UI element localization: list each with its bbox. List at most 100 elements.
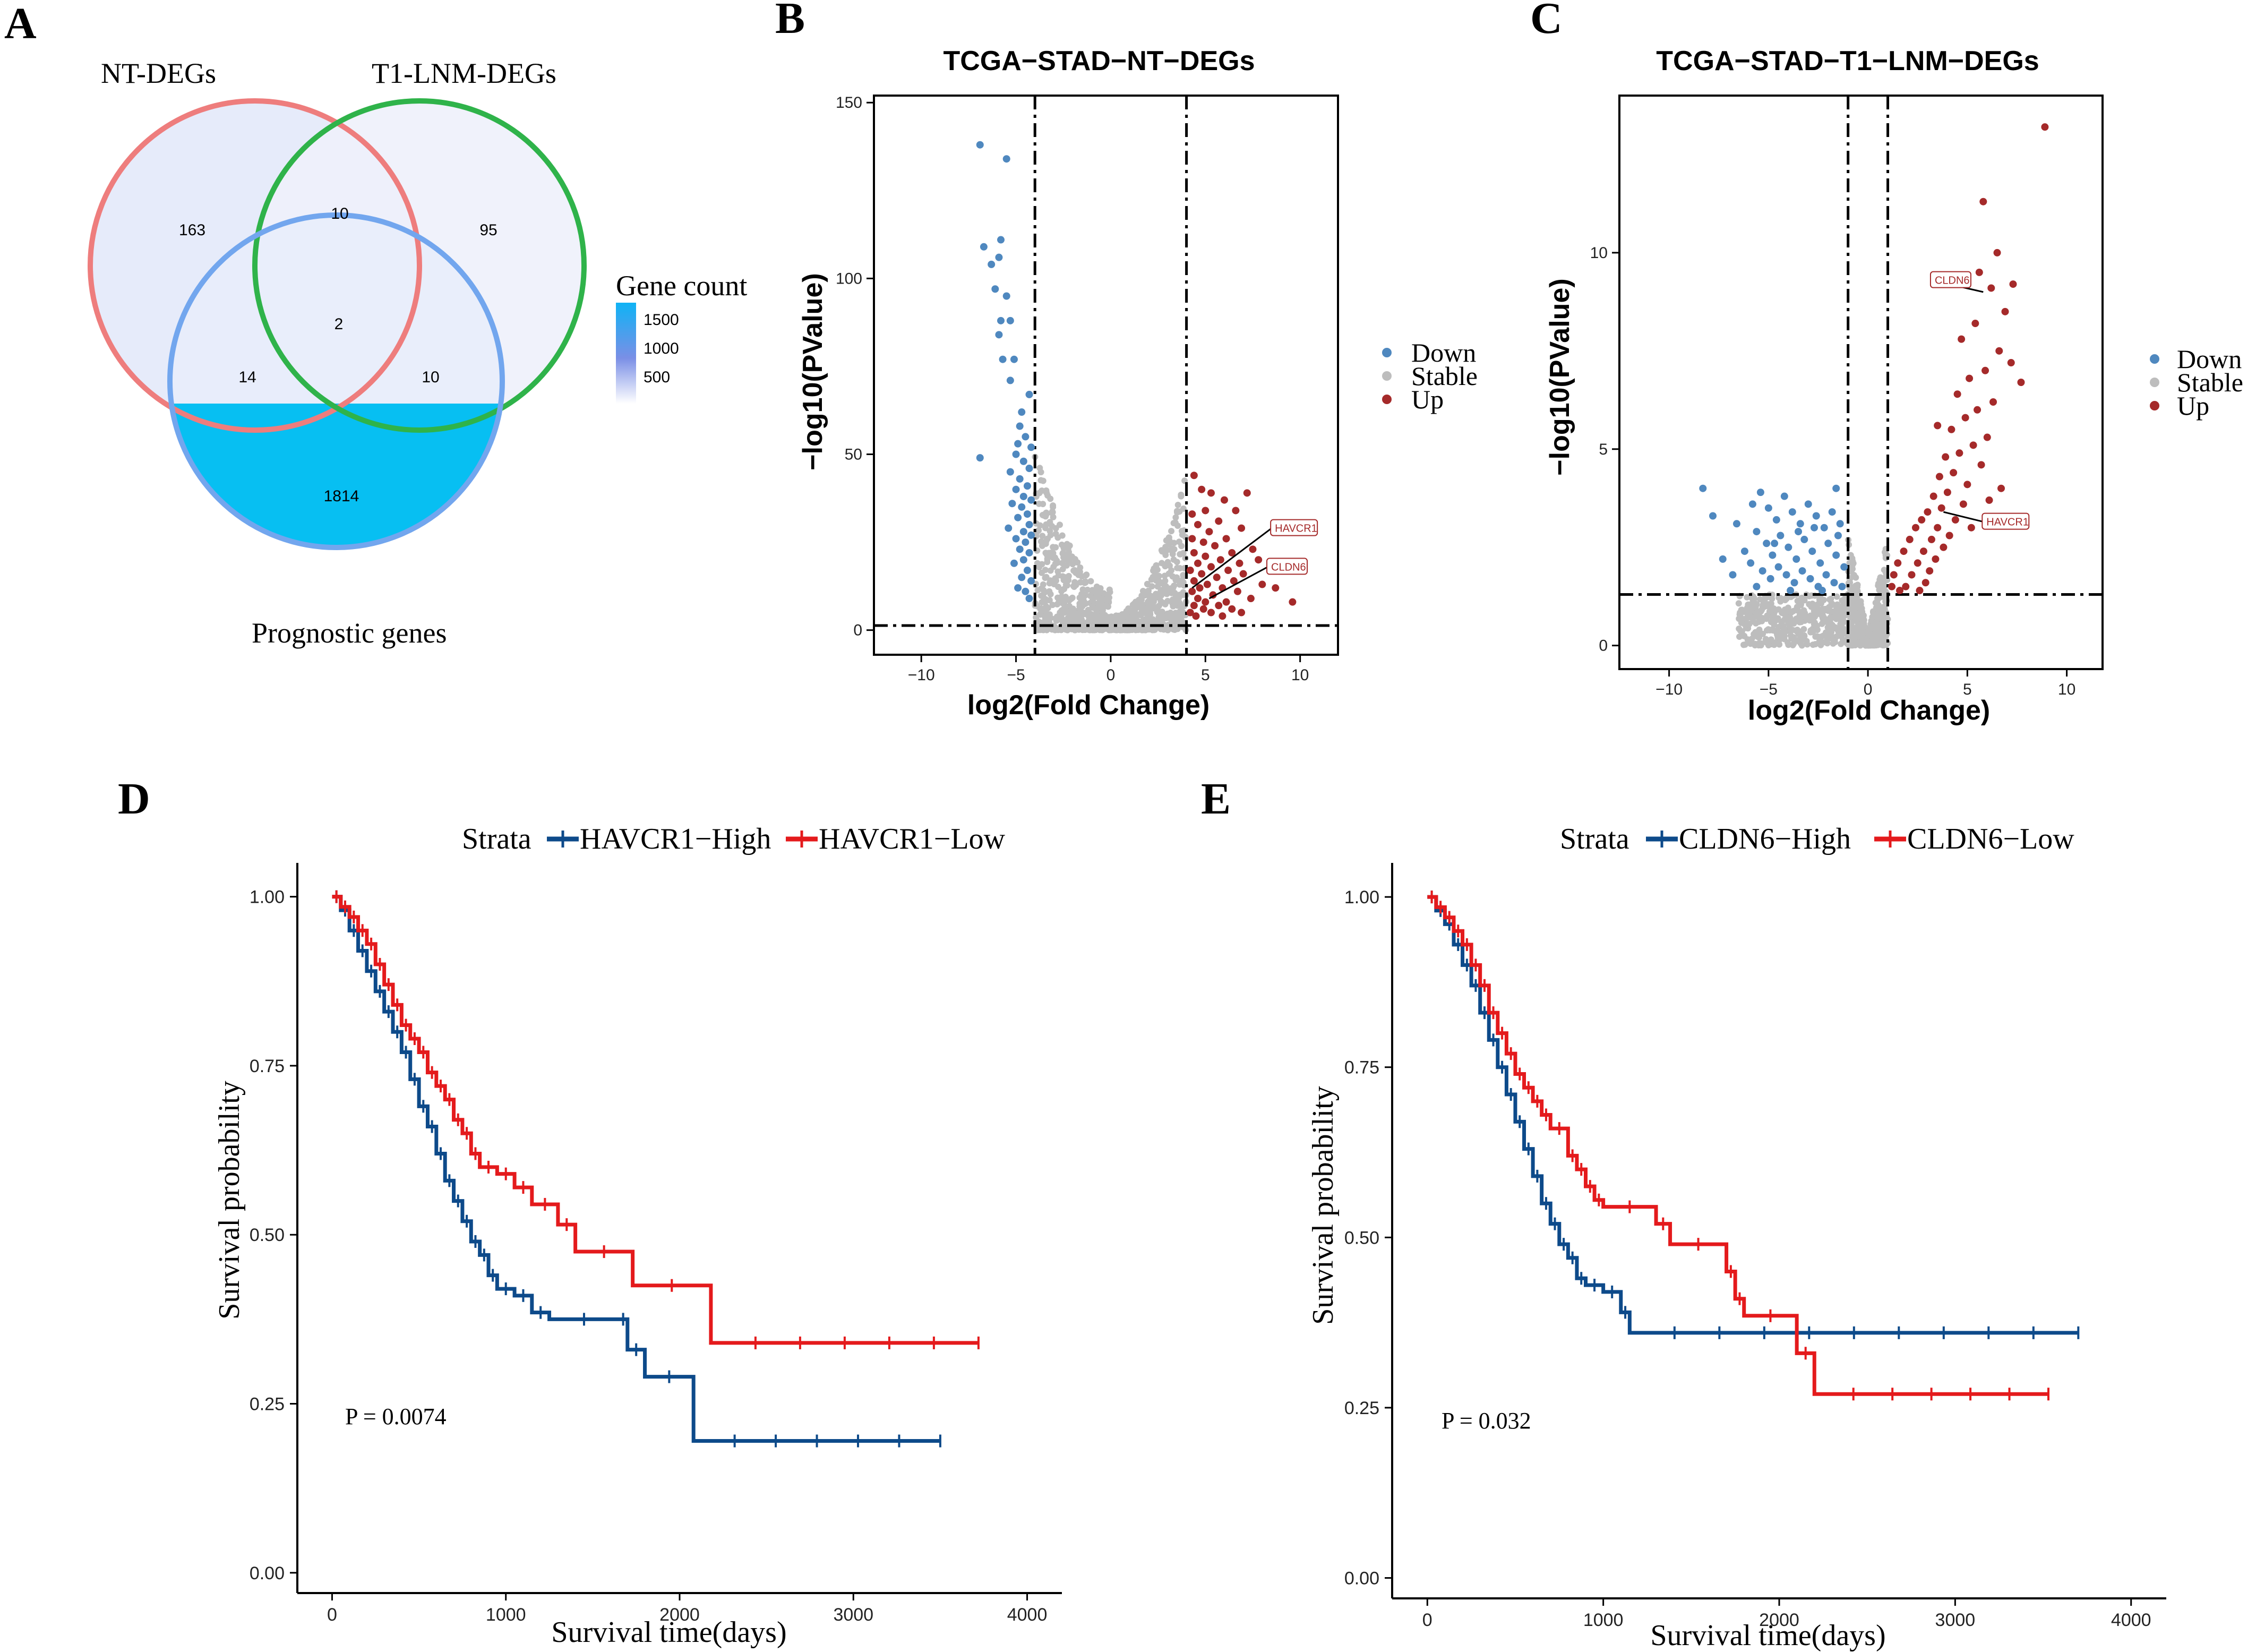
volcano-c-stable-point [1799,634,1806,641]
volcano-b-up-point [1233,587,1241,595]
volcano-b-up-point [1190,577,1198,585]
volcano-b-up-point [1188,535,1196,543]
km-d-y-tick-label: 0.25 [250,1394,285,1415]
legend-c-up-dot [2150,401,2159,410]
volcano-c-up-point [1983,433,1991,441]
volcano-b-stable-point [1087,578,1094,585]
volcano-c-stable-point [1769,606,1775,613]
volcano-c-up-point [1955,449,1963,457]
volcano-b-gene-label: CLDN6 [1271,561,1306,573]
volcano-b-down-point [1006,468,1014,476]
volcano-c-down-point [1771,540,1779,547]
volcano-c-title: TCGA−STAD−T1−LNM−DEGs [1656,46,2039,76]
volcano-c-down-point [1818,587,1826,595]
volcano-b-down-point [1023,567,1031,575]
volcano-b-down-point [1012,485,1020,493]
volcano-c-up-point [1975,268,1983,276]
volcano-b-up-point [1219,612,1226,620]
volcano-c-stable-point [1854,617,1860,624]
volcano-c-stable-point [1847,614,1854,621]
volcano-b-down-point [1016,422,1024,430]
volcano-b-stable-point [1106,626,1113,633]
volcano-b-up-point [1205,528,1213,536]
volcano-b-stable-point [1145,600,1152,606]
volcano-c-stable-point [1859,616,1866,623]
volcano-c-up-point [1971,320,1979,328]
volcano-c-up-point [1953,390,1961,398]
volcano-c-stable-point [1878,585,1885,592]
gene-count-legend-title: Gene count [616,270,747,302]
km-d-legend-title: Strata [462,823,531,855]
volcano-c-up-point [1967,524,1975,532]
volcano-c-up-point [2007,359,2015,367]
volcano-b-stable-point [1041,589,1048,596]
volcano-b-legend: Down Stable Up [1382,338,1478,414]
km-plot-e: Strata CLDN6−High CLDN6−Low 0 1000 2000 300… [1307,823,2166,1652]
volcano-b-up-point [1236,559,1243,567]
volcano-b-up-point [1238,524,1246,532]
volcano-b-down-point [995,253,1003,261]
volcano-c-stable-point [1854,603,1861,610]
venn-count-t1-prog: 10 [422,369,439,386]
venn-set-nt: NT-DEGs [101,57,216,89]
volcano-b-stable-point [1042,550,1049,557]
volcano-b-stable-point [1086,618,1093,625]
volcano-c-down-point [1790,579,1798,587]
km-e-y-tick-label: 0.25 [1344,1398,1379,1418]
legend-c-stable: Stable [2177,367,2243,397]
volcano-b-down-point [1025,390,1033,398]
volcano-c-up-point [1966,374,1974,382]
volcano-c-stable-point [1833,593,1840,600]
volcano-c-up-point [1927,535,1935,543]
volcano-b-stable-point [1036,611,1043,618]
volcano-b-stable-point [1059,532,1066,539]
volcano-b-stable-point [1046,528,1053,535]
volcano-c-stable-point [1846,560,1853,567]
volcano-c-up-point [1896,587,1904,595]
volcano-b-stable-point [1093,625,1100,632]
volcano-b-up-point [1202,507,1210,515]
volcano-b-up-point [1230,577,1238,585]
volcano-c-up-point [2041,123,2049,131]
volcano-b-down-point [1014,440,1022,448]
volcano-c-up-point [1989,398,1997,406]
volcano-c-up-point [1918,516,1926,524]
volcano-c-down-point [1748,500,1756,508]
legend-b-stable: Stable [1411,361,1478,391]
volcano-b-stable-point [1151,627,1157,634]
km-e-x-tick-label: 1000 [1583,1610,1624,1630]
volcano-b-up-point [1194,520,1202,528]
volcano-b-down-point [1027,577,1035,585]
volcano-c-stable-point [1800,607,1807,614]
volcano-b-stable-point [1174,564,1181,571]
volcano-b-down-point [1014,513,1022,521]
volcano-c-stable-point [1750,604,1757,611]
venn-t1-circle [252,98,587,433]
volcano-c-y-tick-label: 5 [1599,441,1608,458]
volcano-b-stable-point [1052,544,1059,551]
volcano-b-stable-point [1169,597,1176,604]
panel-label-b: B [775,0,805,43]
volcano-b-stable-point [1157,580,1164,587]
legend-c-up: Up [2177,391,2209,421]
volcano-b-stable-point [1116,621,1123,628]
volcano-b-stable-point [1039,599,1045,606]
volcano-b-down-point [1014,584,1022,592]
volcano-b-stable-point [1097,585,1104,592]
volcano-b-stable-point [1063,596,1070,603]
volcano-c-up-point [1924,508,1932,516]
volcano-c-stable-point [1820,605,1826,612]
volcano-b-stable-point [1139,587,1146,594]
volcano-c-stable-point [1751,630,1758,637]
volcano-c-stable-point [1875,594,1882,601]
volcano-b-down-point [1025,595,1033,603]
volcano-b-stable-point [1145,587,1152,594]
volcano-b-up-point [1207,489,1215,497]
volcano-b-stable-point [1101,602,1108,609]
legend-b-down: Down [1411,338,1476,367]
volcano-c-up-point [1929,492,1937,500]
volcano-b-up-point [1207,609,1215,617]
km-d-legend: Strata HAVCR1−High HAVCR1−Low [462,823,1006,855]
